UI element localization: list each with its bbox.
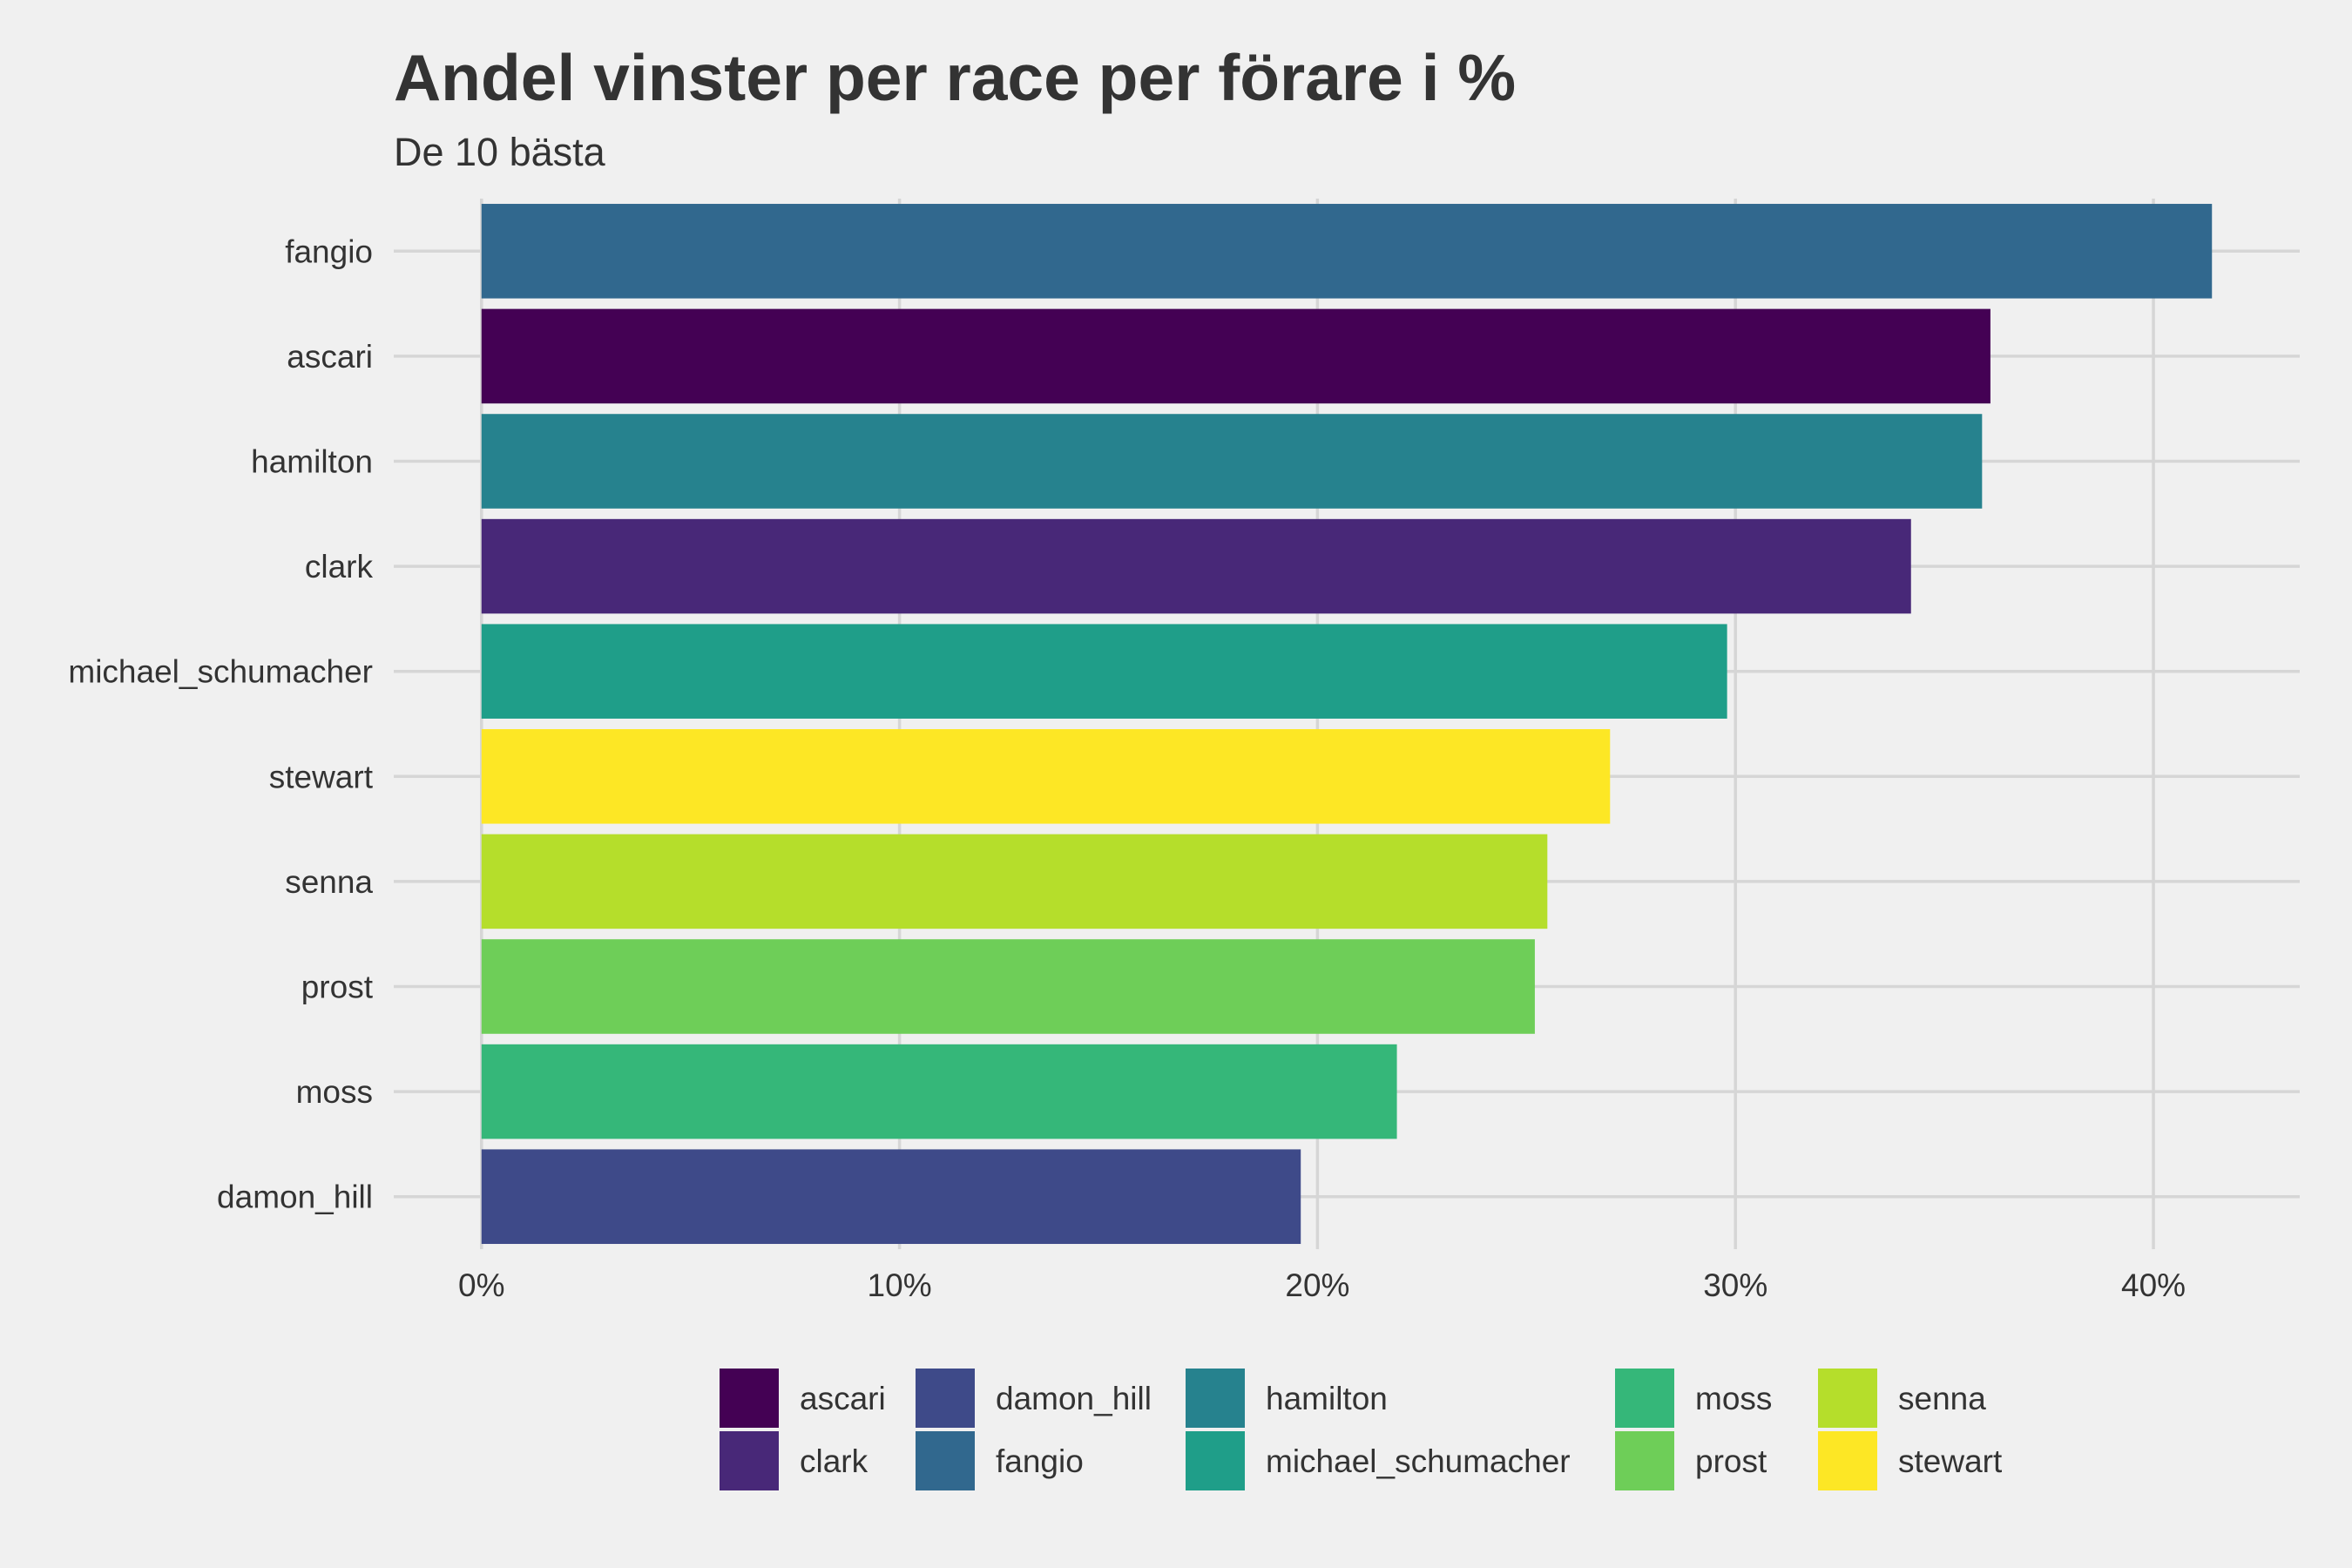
- legend-key-fangio: [916, 1431, 975, 1490]
- y-tick-label-michael_schumacher: michael_schumacher: [68, 654, 373, 690]
- x-tick-label: 0%: [458, 1267, 504, 1303]
- legend-item-stewart: stewart: [1818, 1431, 2003, 1490]
- legend-item-hamilton: hamilton: [1186, 1369, 1388, 1428]
- y-tick-label-clark: clark: [305, 549, 374, 585]
- legend-label-clark: clark: [800, 1443, 868, 1479]
- legend-item-michael_schumacher: michael_schumacher: [1186, 1431, 1571, 1490]
- legend-label-senna: senna: [1898, 1381, 1986, 1416]
- legend-key-ascari: [720, 1369, 779, 1428]
- legend-key-senna: [1818, 1369, 1877, 1428]
- legend-label-fangio: fangio: [996, 1443, 1084, 1479]
- legend-label-stewart: stewart: [1898, 1443, 2003, 1479]
- y-tick-label-senna: senna: [285, 864, 373, 900]
- bar-stewart: [481, 729, 1611, 824]
- legend-item-ascari: ascari: [720, 1369, 886, 1428]
- bar-hamilton: [481, 414, 1983, 509]
- x-tick-label: 20%: [1285, 1267, 1349, 1303]
- chart-subtitle: De 10 bästa: [394, 130, 606, 174]
- y-tick-label-prost: prost: [301, 970, 374, 1005]
- legend-key-hamilton: [1186, 1369, 1245, 1428]
- legend-key-prost: [1615, 1431, 1674, 1490]
- bar-moss: [481, 1044, 1397, 1139]
- legend-label-moss: moss: [1695, 1381, 1772, 1416]
- legend-key-michael_schumacher: [1186, 1431, 1245, 1490]
- y-tick-label-hamilton: hamilton: [251, 444, 373, 480]
- legend-label-damon_hill: damon_hill: [996, 1381, 1152, 1416]
- legend-item-prost: prost: [1615, 1431, 1767, 1490]
- legend-label-michael_schumacher: michael_schumacher: [1266, 1443, 1571, 1479]
- bar-fangio: [481, 204, 2213, 299]
- legend-item-moss: moss: [1615, 1369, 1772, 1428]
- y-tick-label-stewart: stewart: [269, 759, 374, 794]
- x-tick-label: 40%: [2121, 1267, 2186, 1303]
- legend-label-hamilton: hamilton: [1266, 1381, 1388, 1416]
- legend-item-senna: senna: [1818, 1369, 1986, 1428]
- bar-clark: [481, 518, 1911, 614]
- legend-item-damon_hill: damon_hill: [916, 1369, 1152, 1428]
- y-tick-label-damon_hill: damon_hill: [217, 1179, 373, 1215]
- y-tick-label-moss: moss: [296, 1074, 373, 1110]
- legend-key-clark: [720, 1431, 779, 1490]
- legend-label-prost: prost: [1695, 1443, 1767, 1479]
- y-tick-label-fangio: fangio: [285, 233, 373, 269]
- x-axis-tick-labels: 0% 10% 20% 30% 40%: [458, 1267, 2186, 1303]
- bar-damon_hill: [481, 1149, 1301, 1244]
- y-tick-label-ascari: ascari: [287, 339, 373, 375]
- bar-ascari: [481, 308, 1990, 404]
- bars: [481, 204, 2213, 1244]
- chart-title: Andel vinster per race per förare i %: [394, 41, 1516, 114]
- bar-senna: [481, 834, 1548, 929]
- legend-key-stewart: [1818, 1431, 1877, 1490]
- legend-label-ascari: ascari: [800, 1381, 886, 1416]
- x-tick-label: 30%: [1703, 1267, 1767, 1303]
- legend-key-damon_hill: [916, 1369, 975, 1428]
- legend-item-clark: clark: [720, 1431, 868, 1490]
- y-axis-tick-labels: fangio ascari hamilton clark michael_schumac…: [68, 233, 373, 1214]
- legend-item-fangio: fangio: [916, 1431, 1084, 1490]
- x-tick-label: 10%: [868, 1267, 932, 1303]
- bar-michael_schumacher: [481, 624, 1727, 719]
- bar-prost: [481, 939, 1535, 1034]
- legend-key-moss: [1615, 1369, 1674, 1428]
